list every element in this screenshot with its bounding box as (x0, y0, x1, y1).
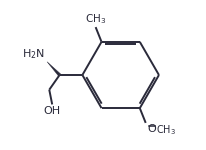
Text: CH$_3$: CH$_3$ (85, 13, 106, 26)
Text: CH$_3$: CH$_3$ (156, 124, 176, 137)
Text: H$_2$N: H$_2$N (22, 47, 45, 61)
Text: O: O (147, 124, 156, 134)
Polygon shape (47, 62, 61, 76)
Text: OH: OH (43, 106, 60, 116)
